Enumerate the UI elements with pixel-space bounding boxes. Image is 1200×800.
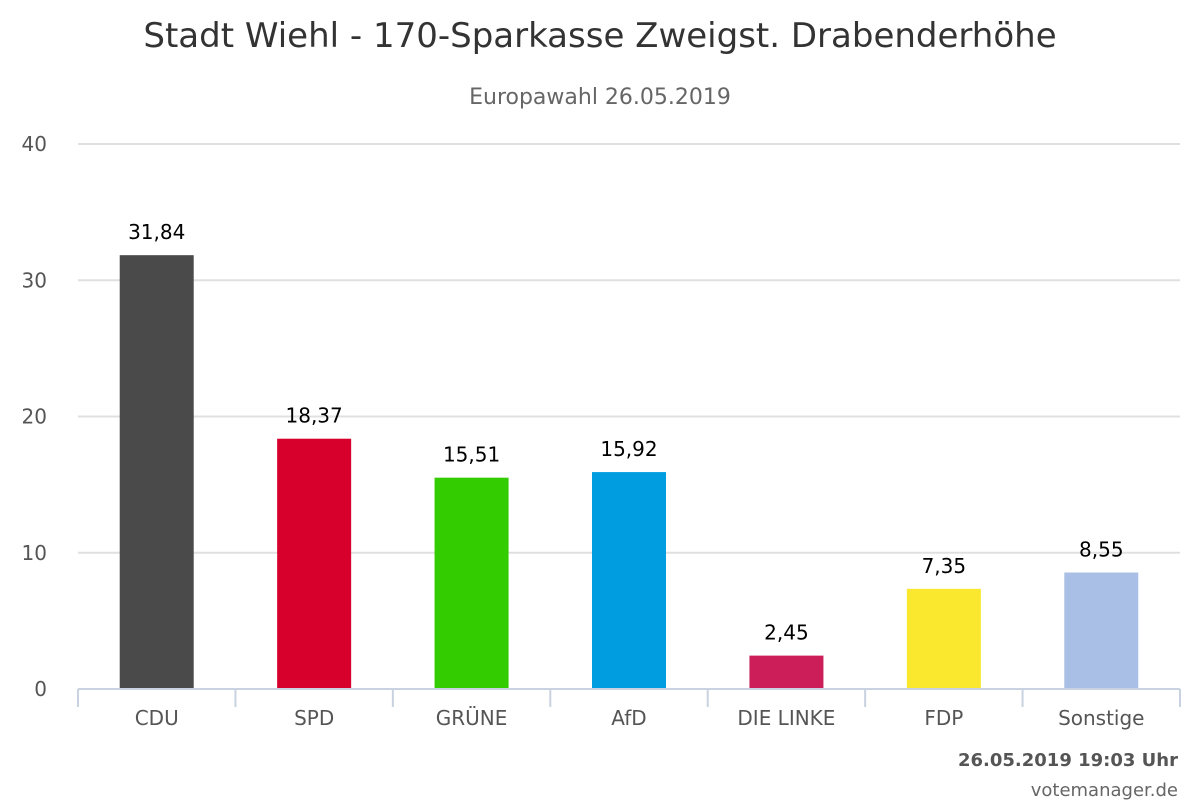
data-label: 15,92	[600, 437, 657, 461]
x-axis-labels: CDU SPD GRÜNE AfD DIE LINKE FDP Sonstige	[135, 706, 1145, 730]
data-label: 15,51	[443, 443, 500, 467]
chart-subtitle: Europawahl 26.05.2019	[469, 85, 731, 110]
x-tick-label: FDP	[924, 706, 963, 730]
bar-fdp[interactable]	[906, 588, 981, 689]
x-tick-label: DIE LINKE	[737, 706, 835, 730]
x-tick-label: GRÜNE	[436, 706, 508, 730]
bar-afd[interactable]	[592, 472, 666, 689]
bar-cdu[interactable]	[119, 255, 194, 689]
timestamp: 26.05.2019 19:03 Uhr	[958, 750, 1178, 771]
data-label: 31,84	[128, 220, 185, 244]
data-label: 2,45	[764, 621, 809, 645]
bars	[119, 255, 1139, 689]
bar-sonstige[interactable]	[1064, 572, 1139, 689]
chart-title: Stadt Wiehl - 170-Sparkasse Zweigst. Dra…	[143, 16, 1056, 56]
x-tick-label: CDU	[135, 706, 179, 730]
y-tick-label: 10	[22, 541, 47, 565]
data-label: 18,37	[286, 404, 343, 428]
credit-link[interactable]: votemanager.de	[1031, 780, 1178, 800]
x-tick-label: Sonstige	[1058, 706, 1144, 730]
data-label: 8,55	[1079, 538, 1124, 562]
y-axis-ticks: 0 10 20 30 40	[22, 132, 47, 701]
x-tick-label: SPD	[294, 706, 334, 730]
bar-grüne[interactable]	[434, 477, 509, 689]
data-labels: 31,84 18,37 15,51 15,92 2,45 7,35 8,55	[128, 220, 1123, 644]
x-tick-label: AfD	[611, 706, 646, 730]
y-tick-label: 30	[22, 268, 47, 292]
data-label: 7,35	[922, 554, 967, 578]
bar-spd[interactable]	[277, 438, 352, 689]
y-tick-label: 40	[22, 132, 47, 156]
y-tick-label: 20	[22, 405, 47, 429]
bar-die-linke[interactable]	[749, 655, 824, 689]
y-tick-label: 0	[34, 677, 47, 701]
x-axis	[77, 688, 1181, 707]
